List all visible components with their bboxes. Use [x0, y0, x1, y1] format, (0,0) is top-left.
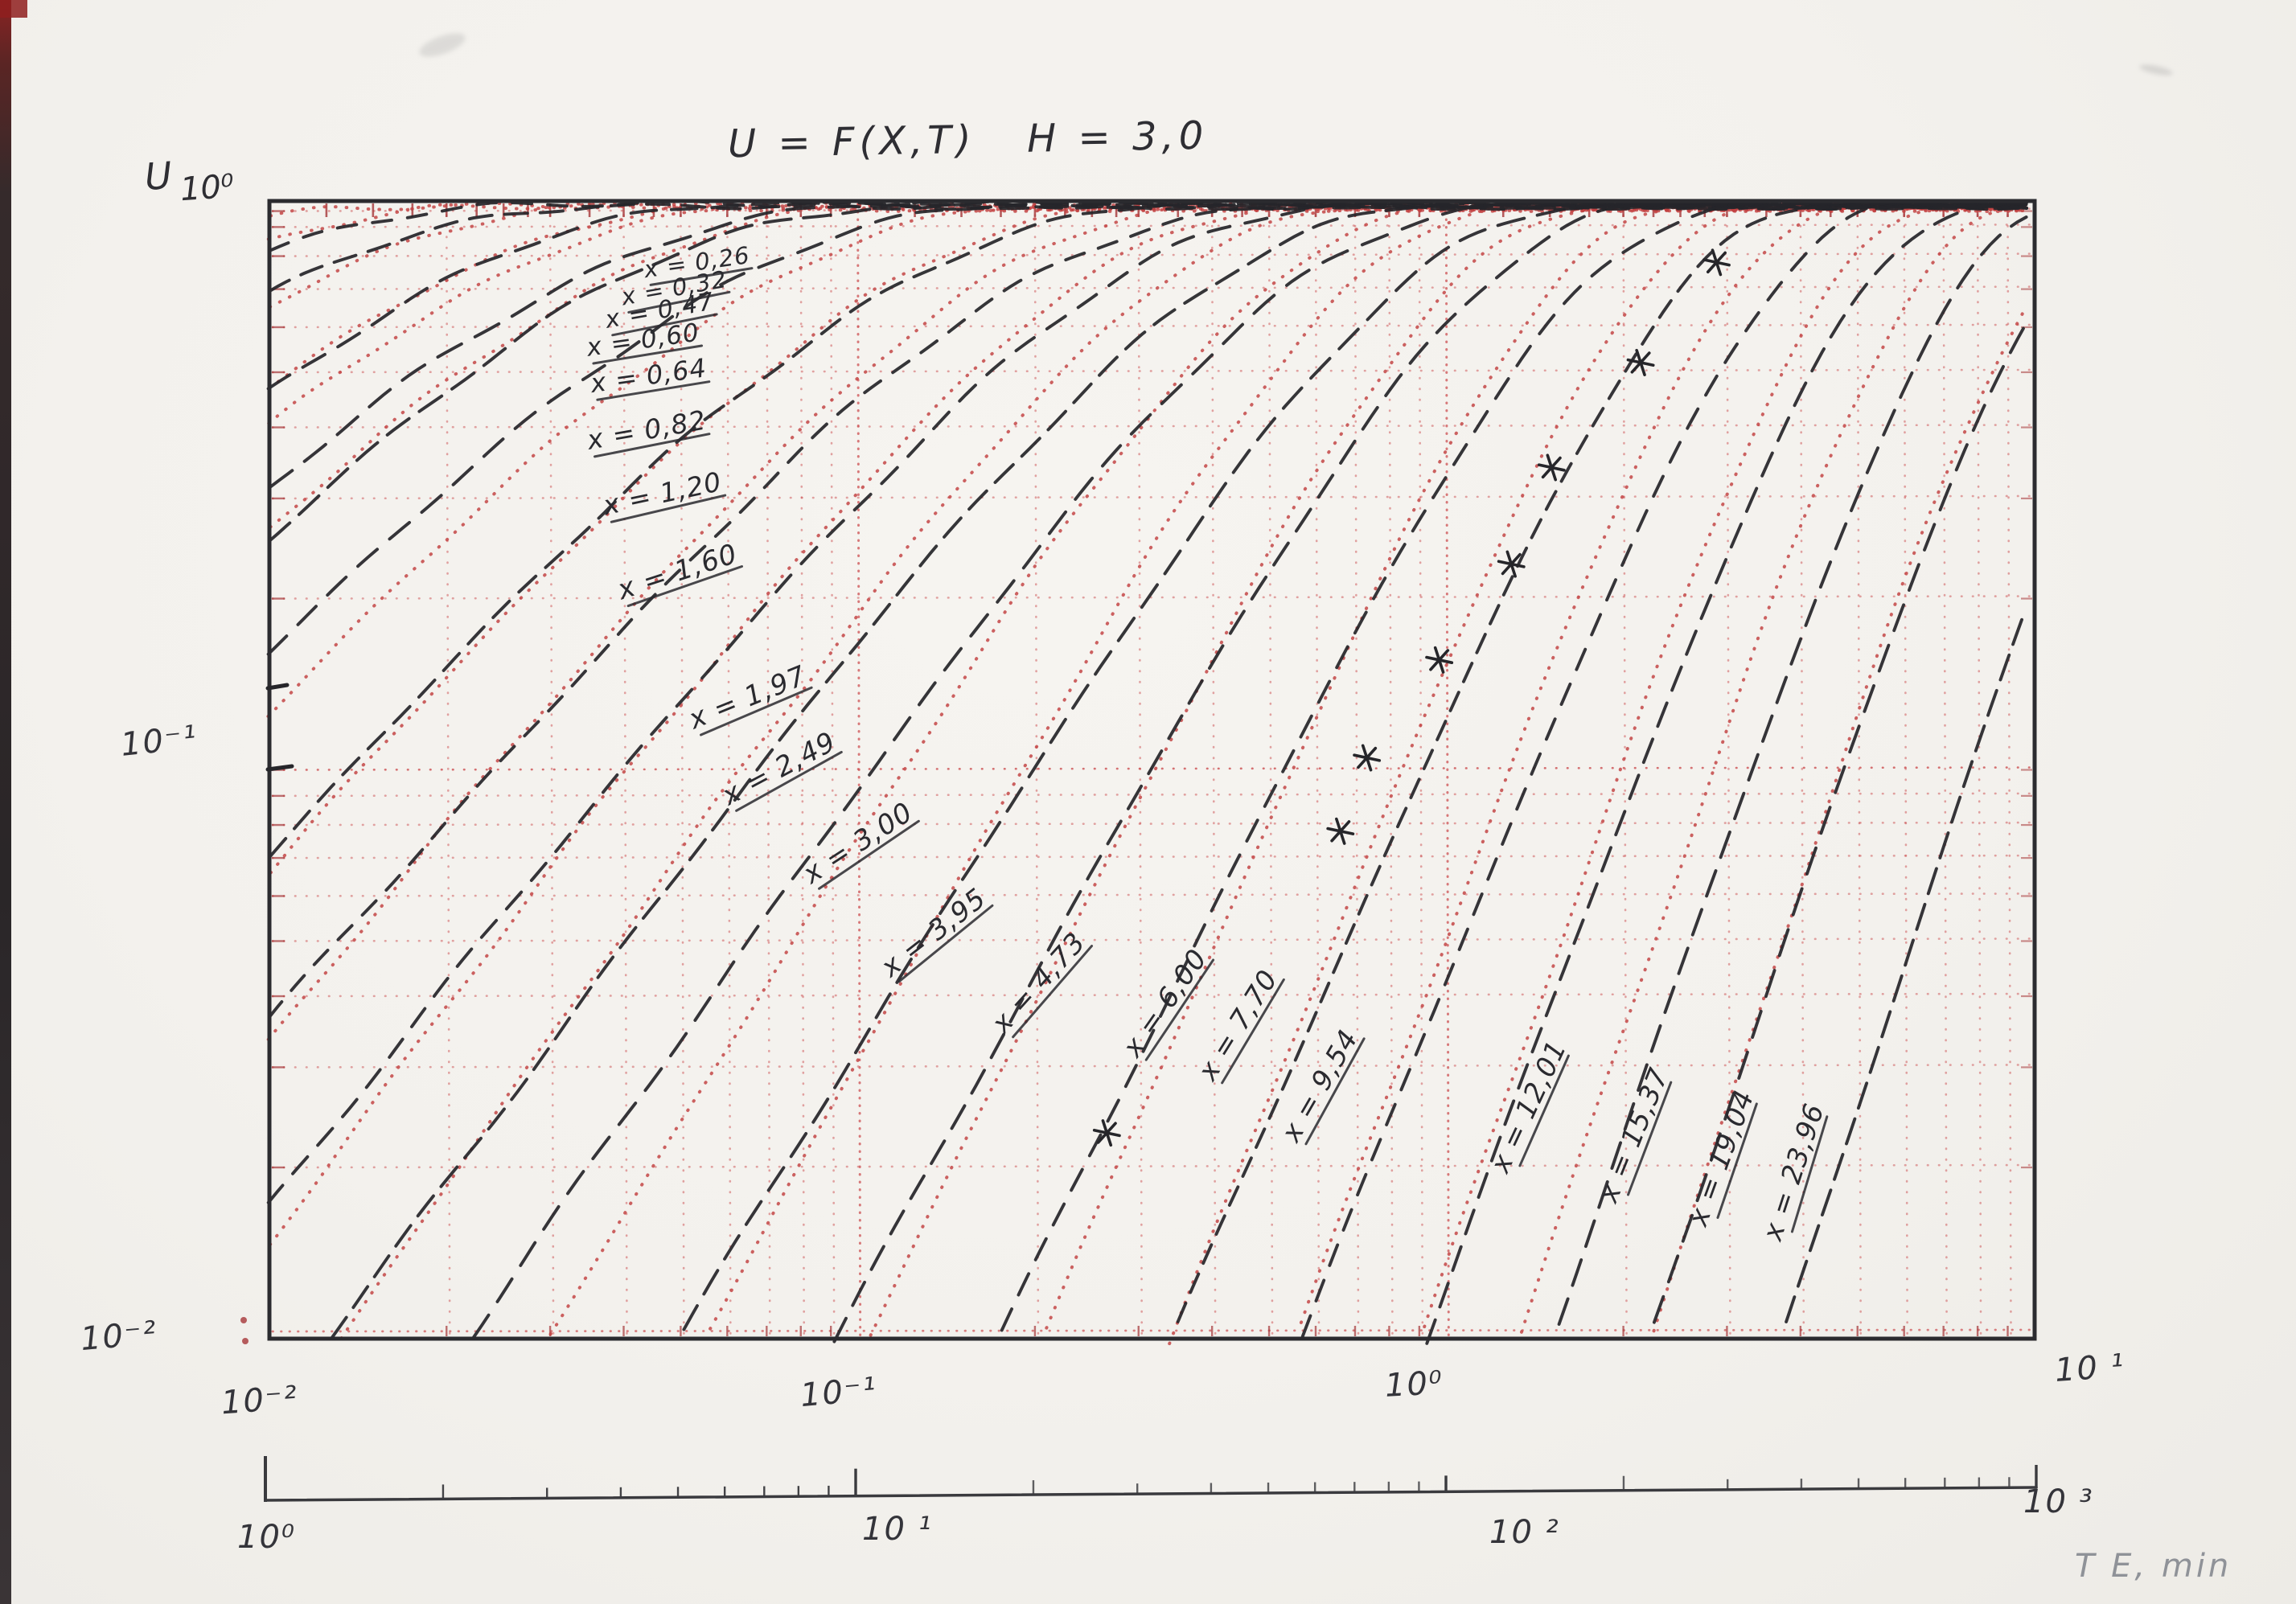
- red-curve-23.96: [1652, 303, 2029, 1333]
- curve-label: x = 0,82: [584, 404, 711, 458]
- curve-0.64: [268, 199, 2027, 543]
- t-tick-1e0: 10⁰: [1383, 1364, 1445, 1405]
- curve-19.04: [1652, 321, 2028, 1324]
- svg-text:x = 15,37: x = 15,37: [1592, 1064, 1676, 1208]
- scanner-corner-mark: [0, 0, 27, 18]
- svg-text:x = 0,82: x = 0,82: [584, 404, 709, 456]
- te-tick-1e3: 10 ³: [2023, 1483, 2094, 1520]
- red-edge-ticks: [240, 203, 2032, 1344]
- curve-label: x = 3,95: [874, 882, 994, 984]
- curve-label: x = 4,73: [985, 926, 1094, 1040]
- svg-text:x = 3,95: x = 3,95: [874, 882, 992, 984]
- curve-label: x = 23,96: [1756, 1099, 1831, 1245]
- svg-text:x = 1,20: x = 1,20: [599, 466, 724, 521]
- svg-text:x = 12,01: x = 12,01: [1484, 1036, 1573, 1179]
- te-tick-1e1: 10 ¹: [862, 1511, 933, 1548]
- svg-text:x = 9,54: x = 9,54: [1275, 1024, 1365, 1148]
- curve-label: x = 6,00: [1116, 943, 1215, 1064]
- t-tick-1e-2: 10⁻²: [220, 1379, 300, 1422]
- curve-label: x = 7,70: [1191, 964, 1285, 1087]
- curve-1.2: [269, 199, 2029, 858]
- star-markers: [1092, 248, 1731, 1147]
- curve-4.73: [832, 199, 2028, 1344]
- red-curve-0.64: [267, 201, 2027, 425]
- svg-text:x = 4,73: x = 4,73: [985, 926, 1092, 1040]
- red-curve-1.97: [266, 201, 2028, 1041]
- curve-labels: x = 0,26x = 0,32x = 0,47x = 0,60x = 0,64…: [584, 241, 1831, 1245]
- curve-3.95: [682, 199, 2028, 1331]
- curve-label: x = 15,37: [1592, 1064, 1676, 1208]
- curve-label: x = 1,20: [599, 466, 727, 523]
- curve-15.37: [1557, 215, 2028, 1326]
- curve-9.54: [1300, 200, 2028, 1339]
- curve-label: x = 19,04: [1682, 1085, 1760, 1231]
- curve-6: [1000, 199, 2027, 1332]
- y-tick-1e-1: 10⁻¹: [118, 719, 200, 764]
- y-axis-unit-label: U: [143, 153, 174, 199]
- t-tick-1e-1: 10⁻¹: [799, 1370, 879, 1415]
- red-curve-9.54: [1168, 203, 2028, 1346]
- svg-text:x = 6,00: x = 6,00: [1116, 943, 1214, 1064]
- te-tick-1e0: 10⁰: [237, 1519, 296, 1556]
- t-tick-1e1: 10 ¹: [2053, 1347, 2127, 1390]
- red-curve-4.73: [709, 202, 2029, 1331]
- curve-2.49: [330, 199, 2029, 1340]
- curve-label: x = 9,54: [1275, 1024, 1366, 1148]
- curve-12.01: [1425, 202, 2027, 1345]
- y-axis-top-tick-label: 10⁰: [179, 167, 236, 209]
- te-tick-1e2: 10 ²: [1489, 1514, 1560, 1551]
- svg-text:x = 7,70: x = 7,70: [1191, 964, 1284, 1087]
- red-curve-12.01: [1299, 204, 2027, 1324]
- svg-text:x = 3,00: x = 3,00: [797, 796, 919, 891]
- scanner-edge-strip: [0, 0, 11, 1604]
- curve-label: x = 12,01: [1484, 1036, 1573, 1179]
- red-curve-7.7: [1045, 202, 2028, 1330]
- red-curve-1.2: [266, 202, 2027, 718]
- curve-23.96: [1785, 610, 2027, 1323]
- plot-frame: [265, 199, 2037, 1341]
- te-ruler-axis: [264, 1456, 2038, 1502]
- curve-0.26: [269, 199, 2029, 252]
- chart-title: U = F(X,T) H = 3,0: [727, 113, 1209, 167]
- te-axis-unit-label: T E, min: [2075, 1548, 2232, 1585]
- red-curve-19.04: [1520, 207, 2027, 1334]
- red-curve-2.49: [268, 202, 2027, 1246]
- curve-1.97: [266, 199, 2028, 1204]
- y-tick-1e-2: 10⁻²: [79, 1314, 159, 1359]
